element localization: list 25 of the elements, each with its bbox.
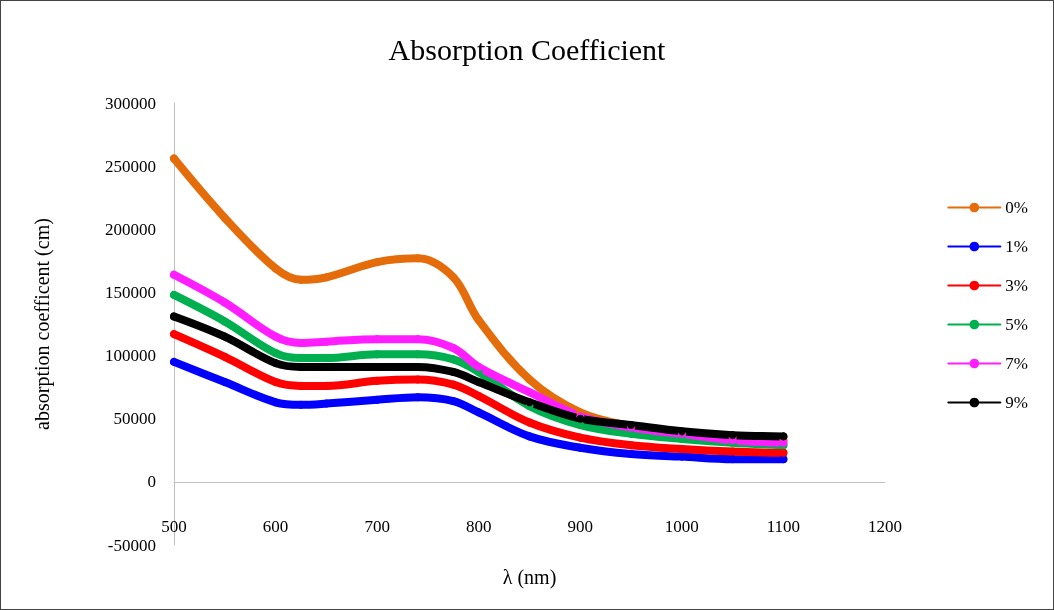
x-axis-title: λ (nm) [502, 566, 557, 589]
y-axis-title: absorption coefficent (cm) [31, 218, 54, 430]
y-tick-label: 100000 [105, 346, 156, 366]
y-tick-label: 200000 [105, 219, 156, 239]
x-tick-label: 1100 [766, 517, 801, 536]
legend-label: 5% [1005, 315, 1029, 334]
chart-title: Absorption Coefficient [388, 32, 667, 66]
legend-label: 1% [1005, 237, 1029, 256]
x-tick-label: 900 [567, 517, 594, 536]
legend-label: 9% [1005, 393, 1029, 412]
y-tick-label: -50000 [107, 535, 156, 555]
y-tick-label: 300000 [105, 93, 156, 113]
x-tick-label: 700 [364, 517, 390, 536]
legend-label: 0% [1005, 198, 1029, 217]
x-tick-label: 1000 [664, 517, 699, 536]
x-tick-label: 1200 [868, 517, 902, 536]
y-tick-label: 0 [147, 472, 156, 492]
x-tick-label: 600 [262, 517, 289, 536]
y-tick-label: 150000 [105, 282, 156, 302]
legend-label: 3% [1005, 276, 1029, 295]
y-tick-label: 250000 [105, 156, 156, 176]
legend-label: 7% [1005, 354, 1029, 373]
x-tick-label: 500 [161, 517, 187, 536]
x-tick-label: 800 [465, 517, 492, 536]
y-tick-label: 50000 [113, 409, 156, 429]
